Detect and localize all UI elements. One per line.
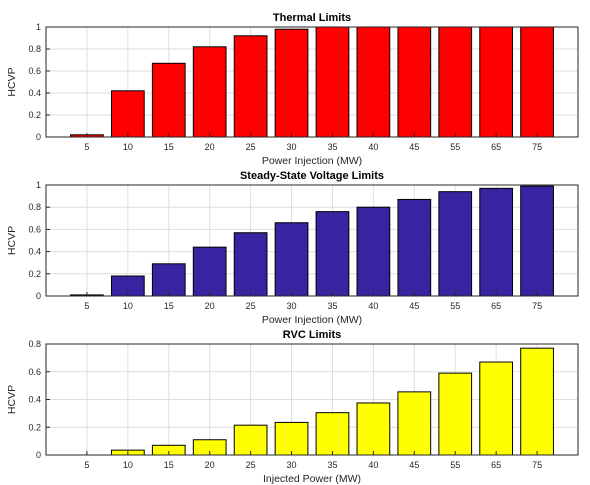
x-tick-label: 10 — [123, 301, 133, 311]
x-tick-label: 55 — [450, 301, 460, 311]
bar-15 — [151, 263, 186, 297]
y-tick-label: 0.4 — [28, 88, 41, 98]
y-tick-label: 0.4 — [28, 247, 41, 257]
bar-40 — [356, 26, 391, 138]
y-tick-label: 0.6 — [28, 224, 41, 234]
x-axis-label: Power Injection (MW) — [262, 314, 362, 326]
bar-25 — [233, 35, 268, 138]
bar-15 — [151, 62, 186, 138]
x-tick-label: 45 — [409, 301, 419, 311]
bar-45 — [397, 26, 432, 138]
chart-panel-1: 5 10 15 20 25 30 35 40 45 55 65 75 0 0.2 0.4 0.6 0.8 1 The… — [6, 12, 579, 167]
x-tick-label: 75 — [532, 301, 542, 311]
x-tick-label: 75 — [532, 142, 542, 152]
x-tick-label: 35 — [327, 460, 337, 470]
x-tick-label: 15 — [164, 460, 174, 470]
x-tick-label: 40 — [368, 460, 378, 470]
x-tick-label: 15 — [164, 301, 174, 311]
bar-75 — [520, 185, 554, 297]
bar-65 — [479, 187, 514, 297]
x-tick-label: 65 — [491, 301, 501, 311]
y-tick-label: 0 — [36, 291, 41, 301]
bar-35 — [315, 211, 350, 297]
y-tick-label: 0.4 — [28, 395, 41, 405]
bar-35 — [315, 26, 350, 138]
bar-25 — [233, 232, 268, 297]
bar-10 — [110, 90, 145, 138]
x-tick-label: 65 — [491, 142, 501, 152]
x-tick-label: 30 — [287, 301, 297, 311]
y-tick-label: 0.6 — [28, 367, 41, 377]
x-tick-label: 35 — [327, 142, 337, 152]
x-tick-label: 75 — [532, 460, 542, 470]
chart-panel-2: 5 10 15 20 25 30 35 40 45 55 65 75 0 0.2 0.4 0.6 0.8 1 Ste… — [6, 170, 579, 326]
x-tick-label: 10 — [123, 142, 133, 152]
bar-75 — [520, 347, 554, 456]
y-tick-label: 0.2 — [28, 422, 41, 432]
bar-45 — [397, 391, 432, 456]
x-tick-label: 25 — [246, 460, 256, 470]
y-axis-label: HCVP — [6, 67, 18, 96]
y-axis-label: HCVP — [6, 226, 18, 255]
y-tick-label: 0.2 — [28, 110, 41, 120]
y-tick-label: 1 — [36, 180, 41, 190]
bar-40 — [356, 206, 391, 297]
chart-title: RVC Limits — [283, 329, 341, 341]
x-tick-label: 20 — [205, 460, 215, 470]
chart-panel-3: 5 10 15 20 25 30 35 40 45 55 65 75 0 0.2 0.4 0.6 0.8 RVC … — [6, 329, 579, 485]
plot-frame — [45, 26, 579, 138]
x-tick-label: 45 — [409, 142, 419, 152]
y-tick-label: 0.8 — [28, 339, 41, 349]
bar-55 — [438, 26, 473, 138]
bar-30 — [274, 28, 309, 138]
y-tick-label: 0.8 — [28, 44, 41, 54]
x-tick-label: 5 — [84, 460, 89, 470]
chart-title: Steady-State Voltage Limits — [240, 170, 384, 182]
bar-45 — [397, 198, 432, 297]
x-tick-label: 5 — [84, 142, 89, 152]
y-tick-label: 1 — [36, 22, 41, 32]
bar-20 — [192, 46, 227, 138]
y-tick-label: 0 — [36, 132, 41, 142]
y-tick-label: 0.6 — [28, 66, 41, 76]
chart-title: Thermal Limits — [273, 12, 351, 24]
bar-65 — [479, 26, 514, 138]
y-axis-label: HCVP — [6, 385, 18, 414]
x-tick-label: 25 — [246, 301, 256, 311]
bar-30 — [274, 222, 309, 297]
bar-25 — [233, 424, 268, 456]
y-tick-label: 0 — [36, 450, 41, 460]
x-axis-label: Injected Power (MW) — [263, 473, 361, 485]
x-tick-label: 30 — [287, 460, 297, 470]
x-tick-label: 30 — [287, 142, 297, 152]
x-tick-label: 55 — [450, 460, 460, 470]
x-tick-label: 40 — [368, 142, 378, 152]
x-tick-label: 25 — [246, 142, 256, 152]
x-tick-label: 35 — [327, 301, 337, 311]
x-tick-label: 15 — [164, 142, 174, 152]
bar-55 — [438, 191, 473, 297]
bar-65 — [479, 361, 514, 456]
x-tick-label: 10 — [123, 460, 133, 470]
bar-20 — [192, 246, 227, 297]
x-axis-label: Power Injection (MW) — [262, 155, 362, 167]
bar-30 — [274, 421, 309, 456]
x-tick-label: 5 — [84, 301, 89, 311]
x-tick-label: 20 — [205, 142, 215, 152]
x-tick-label: 20 — [205, 301, 215, 311]
x-tick-label: 45 — [409, 460, 419, 470]
bar-35 — [315, 412, 350, 456]
bar-40 — [356, 402, 391, 456]
y-tick-label: 0.8 — [28, 202, 41, 212]
bar-55 — [438, 372, 473, 456]
x-tick-label: 65 — [491, 460, 501, 470]
x-tick-label: 55 — [450, 142, 460, 152]
y-tick-label: 0.2 — [28, 269, 41, 279]
bar-75 — [520, 26, 554, 138]
x-tick-label: 40 — [368, 301, 378, 311]
plot-frame — [45, 184, 579, 297]
